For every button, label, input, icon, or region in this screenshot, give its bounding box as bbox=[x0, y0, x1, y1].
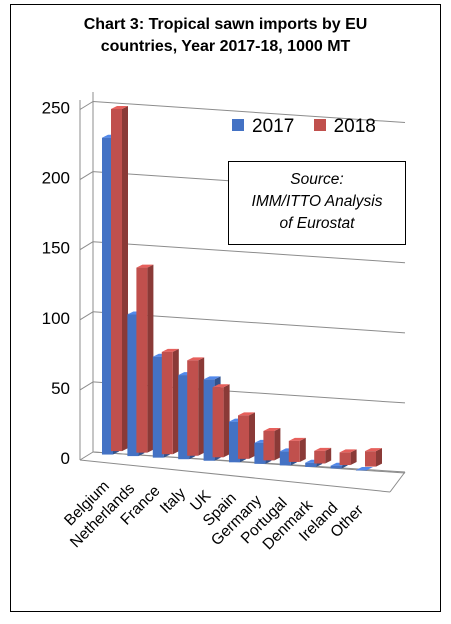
gridline-side bbox=[79, 311, 94, 321]
bar-2017-other bbox=[356, 467, 373, 471]
bar-side bbox=[325, 447, 332, 464]
bar-top bbox=[111, 106, 128, 110]
bar-side bbox=[274, 427, 281, 461]
bar-front bbox=[187, 360, 199, 456]
source-line-2: IMM/ITTO Analysis bbox=[251, 193, 383, 210]
gridline-side bbox=[79, 451, 94, 461]
bar-2018-ireland bbox=[339, 449, 357, 466]
bar-2018-portugal bbox=[288, 437, 306, 462]
bar-front bbox=[212, 387, 224, 458]
legend-swatch-2017 bbox=[232, 119, 244, 131]
floor-right-edge bbox=[389, 471, 406, 493]
y-tick-label: 200 bbox=[42, 169, 70, 188]
legend-item-2017: 2017 bbox=[232, 116, 294, 138]
gridline bbox=[92, 101, 406, 124]
bar-top bbox=[263, 427, 281, 431]
bar-front bbox=[305, 462, 317, 467]
chart-title-line-1: Chart 3: Tropical sawn imports by EU bbox=[83, 16, 368, 33]
bar-side bbox=[350, 449, 357, 466]
y-tick-label: 100 bbox=[42, 309, 70, 328]
bar-front bbox=[161, 351, 173, 455]
bar-top bbox=[314, 447, 332, 451]
bar-front bbox=[229, 421, 240, 463]
bar-front bbox=[136, 267, 148, 453]
bar-side bbox=[198, 357, 205, 456]
bar-top bbox=[161, 348, 179, 352]
legend: 2017 2018 bbox=[232, 116, 390, 138]
bar-2018-uk bbox=[212, 384, 230, 458]
legend-swatch-2018 bbox=[313, 119, 326, 131]
floor-back-edge bbox=[92, 451, 406, 473]
source-line-3: of Eurostat bbox=[279, 215, 355, 232]
bar-2018-netherlands bbox=[136, 264, 154, 453]
bar-2018-spain bbox=[238, 412, 255, 459]
bar-top bbox=[136, 264, 154, 268]
bar-front bbox=[152, 356, 164, 458]
bar-2018-france bbox=[161, 348, 179, 455]
chart-title: Chart 3: Tropical sawn imports by EU cou… bbox=[0, 14, 451, 58]
bar-front bbox=[314, 450, 326, 464]
bar-side bbox=[376, 448, 382, 467]
bar-2018-denmark bbox=[314, 447, 332, 464]
x-axis-ticks: BelgiumNetherlandsFranceItalyUKSpainGerm… bbox=[61, 478, 367, 554]
bar-front bbox=[203, 379, 215, 461]
bar-top bbox=[187, 357, 205, 361]
y-tick-label: 250 bbox=[42, 99, 70, 118]
bar-top bbox=[238, 412, 255, 416]
bar-front bbox=[238, 415, 249, 459]
bar-top bbox=[356, 467, 373, 471]
y-tick-label: 0 bbox=[61, 449, 70, 468]
bar-2018-other bbox=[365, 448, 382, 467]
bar-side bbox=[249, 412, 255, 459]
bar-front bbox=[178, 375, 190, 460]
bar-top bbox=[212, 384, 230, 388]
bar-front bbox=[263, 430, 275, 461]
gridline-side bbox=[79, 381, 94, 391]
bar-front bbox=[111, 109, 122, 452]
bars bbox=[102, 106, 382, 471]
source-line-1: Source: bbox=[290, 171, 344, 188]
bar-top bbox=[288, 437, 306, 441]
bar-front bbox=[365, 451, 376, 467]
legend-item-2018: 2018 bbox=[313, 116, 376, 138]
chart-frame bbox=[10, 4, 441, 612]
bar-side bbox=[147, 264, 154, 453]
y-tick-label: 50 bbox=[51, 379, 70, 398]
bar-top bbox=[365, 448, 382, 452]
gridline bbox=[92, 241, 406, 264]
bar-2018-italy bbox=[187, 357, 205, 456]
chart-title-line-2: countries, Year 2017-18, 1000 MT bbox=[100, 38, 351, 55]
legend-label-2017: 2017 bbox=[252, 116, 295, 137]
bar-front bbox=[127, 314, 139, 457]
bar-2018-germany bbox=[263, 427, 281, 461]
bar-front bbox=[288, 440, 300, 462]
bar-front bbox=[356, 470, 367, 471]
bar-side bbox=[299, 437, 306, 462]
bar-side bbox=[172, 348, 179, 455]
gridline-side bbox=[79, 101, 94, 110]
y-tick-label: 150 bbox=[42, 239, 70, 258]
bar-top bbox=[339, 449, 357, 453]
bar-front bbox=[279, 451, 291, 466]
gridline-side bbox=[79, 171, 94, 181]
bar-side bbox=[223, 384, 230, 458]
bar-front bbox=[254, 442, 266, 464]
bar-front bbox=[102, 137, 113, 455]
bar-2018-belgium bbox=[111, 106, 128, 452]
x-tick-label: Italy bbox=[157, 485, 189, 517]
gridline-side bbox=[79, 241, 94, 251]
bar-top bbox=[203, 376, 221, 380]
bar-front bbox=[330, 465, 342, 469]
source-annotation: Source: IMM/ITTO Analysis of Eurostat bbox=[228, 161, 406, 245]
y-axis-ticks: 0 50 100 150 200 250 bbox=[42, 99, 70, 469]
bar-side bbox=[122, 106, 128, 452]
legend-label-2018: 2018 bbox=[333, 116, 376, 137]
floor-front-edge bbox=[79, 459, 391, 493]
bar-front bbox=[339, 452, 351, 466]
